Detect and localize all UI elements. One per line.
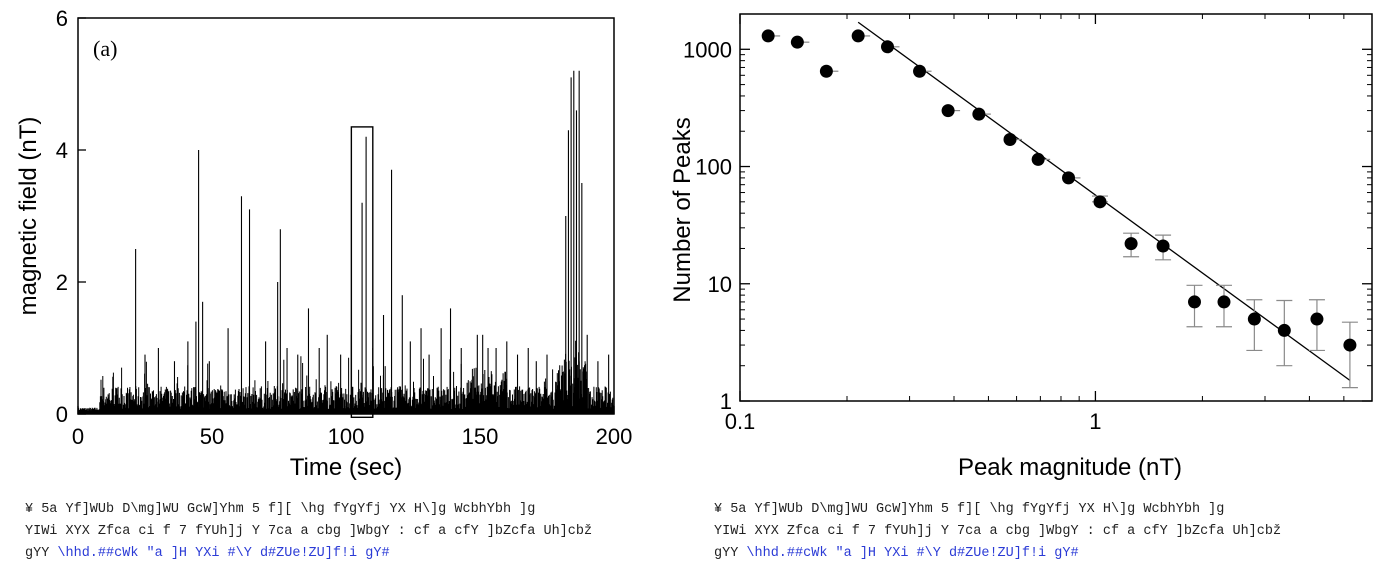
left-caption-line-1: ¥ 5a Yf]WUb D\mg]WU GcW]Yhm 5 f][ \hg fY… [25,502,536,517]
data-point [1093,195,1107,209]
left-y-tick-label: 0 [56,402,68,427]
left-x-tick-label: 100 [328,424,365,449]
data-point [761,29,775,43]
right-x-axis-label: Peak magnitude (nT) [958,454,1182,481]
data-point [1310,312,1324,326]
right-caption: ¥ 5a Yf]WUb D\mg]WU GcW]Yhm 5 f][ \hg fY… [714,499,1281,565]
data-point [1003,133,1017,147]
right-y-tick-label: 10 [708,272,732,297]
left-spikes [135,70,610,414]
data-point [819,64,833,78]
right-y-tick-label: 1000 [683,37,732,62]
right-x-ticks: 0.1 1 [725,14,1102,434]
left-caption-link[interactable]: \hhd.##cWk "a ]H YXi #\Y d#ZUe!ZU]f!i gY… [57,546,390,561]
data-point [790,35,804,49]
data-point [880,40,894,54]
left-y-axis-label: magnetic field (nT) [15,117,42,316]
left-x-tick-label: 50 [200,424,224,449]
left-caption-line-3: gYY \hhd.##cWk "a ]H YXi #\Y d#ZUe!ZU]f!… [25,546,390,561]
left-x-tick-label: 200 [596,424,633,449]
left-y-tick-label: 2 [56,270,68,295]
data-point [1217,295,1231,309]
data-point [941,104,955,118]
left-chart: 0 50 100 150 200 0 2 4 6 (a) Time (sec) magneti… [15,6,632,481]
left-x-tick-label: 0 [72,424,84,449]
data-points [761,29,1357,352]
right-x-tick-label: 1 [1089,409,1101,434]
data-point [1156,239,1170,253]
right-y-tick-label: 1 [720,389,732,414]
data-point [851,29,865,43]
right-caption-line-2: YIWi XYX Zfca ci f 7 fYUh]j Y 7ca a cbg … [714,524,1282,539]
data-point [1247,312,1261,326]
left-caption: ¥ 5a Yf]WUb D\mg]WU GcW]Yhm 5 f][ \hg fY… [25,499,592,565]
right-caption-link[interactable]: \hhd.##cWk "a ]H YXi #\Y d#ZUe!ZU]f!i gY… [746,546,1079,561]
data-point [1062,171,1076,185]
right-minor-ticks [740,13,1373,401]
data-point [1188,295,1202,309]
right-x-tick-label: 0.1 [725,409,756,434]
data-point [1031,152,1045,166]
right-caption-line-3: gYY \hhd.##cWk "a ]H YXi #\Y d#ZUe!ZU]f!… [714,546,1079,561]
highlight-rectangle [350,126,374,418]
right-y-tick-label: 100 [695,155,732,180]
data-point [1277,323,1291,337]
right-y-ticks: 1 10 100 1000 [683,37,1372,414]
right-y-axis-label: Number of Peaks [669,117,696,302]
left-x-tick-label: 150 [462,424,499,449]
data-point [913,64,927,78]
data-point [1343,338,1357,352]
right-plot-frame [739,13,1373,402]
error-bars [772,35,1358,389]
left-caption-line-2: YIWi XYX Zfca ci f 7 fYUh]j Y 7ca a cbg … [25,524,593,539]
panel-label: (a) [93,36,117,61]
left-x-ticks: 0 50 100 150 200 [72,406,632,449]
data-point [1124,237,1138,251]
left-y-ticks: 0 2 4 6 [56,6,86,427]
left-x-axis-label: Time (sec) [290,454,402,481]
left-y-tick-label: 6 [56,6,68,31]
data-point [972,107,986,121]
right-caption-line-1: ¥ 5a Yf]WUb D\mg]WU GcW]Yhm 5 f][ \hg fY… [714,502,1225,517]
left-y-tick-label: 4 [56,138,68,163]
